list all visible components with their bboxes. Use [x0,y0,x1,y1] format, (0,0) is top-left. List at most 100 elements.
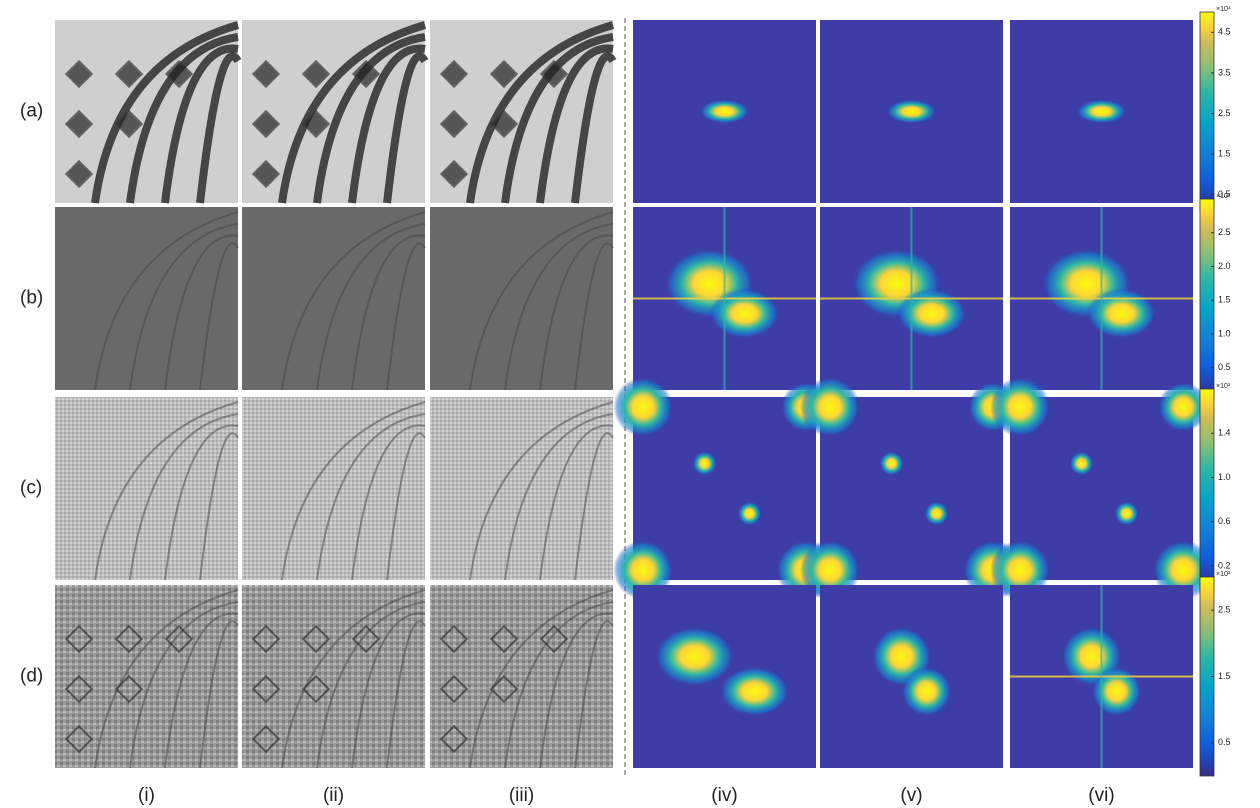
window [439,59,469,89]
colorbar-tick-label: 3.5 [1218,67,1231,77]
stripe [504,223,614,391]
window [251,59,281,89]
stripe [571,52,617,204]
stripe [281,401,426,581]
stripe [199,432,239,581]
colorbar-multiplier: ×10⁴ [1216,6,1231,13]
stripe [129,413,239,581]
window [64,724,94,754]
stripe [94,401,239,581]
image [55,397,238,580]
colorbar-tick-label: 2.5 [1218,108,1231,118]
stripe [281,589,426,769]
image-panel [430,397,614,581]
stripe [313,33,426,204]
window [251,724,281,754]
column-label: (i) [138,785,155,806]
stripe [501,33,614,204]
column-label: (iii) [509,785,534,806]
stripe [386,242,426,391]
row-label: (a) [20,101,43,122]
row-label: (d) [20,666,43,687]
spectrum-panel [1010,20,1193,203]
image-panel [55,397,239,581]
stripe [348,44,426,204]
image-panel [242,20,429,204]
stripe [91,21,240,204]
window [164,624,194,654]
image-panel [242,585,426,769]
blob [613,377,673,437]
spectrum-panel [633,207,816,390]
spectrum [633,585,816,768]
window [64,674,94,704]
image [430,585,613,768]
image [242,397,425,580]
spectrum-panel [633,20,816,203]
image-panel [242,397,426,581]
column-label: (iv) [711,785,737,806]
window [539,59,569,89]
blob [709,288,780,339]
image-panel [430,207,614,391]
stripe [351,424,426,581]
image-panel [430,20,617,204]
blob [800,377,860,437]
stripe [351,234,426,391]
stripe [574,242,614,391]
column-label: (vi) [1088,785,1114,806]
spectrum-panel [1010,207,1193,390]
stripe [386,432,426,581]
colorbar-multiplier: ×10³ [1216,383,1231,390]
blob [896,288,967,339]
window [114,674,144,704]
stripe [164,424,239,581]
colorbar-tick-label: 2.5 [1218,605,1231,615]
blob [1114,501,1139,526]
colorbar-tick-label: 1.0 [1218,472,1231,482]
window [64,624,94,654]
spectrum-panel [1010,585,1193,768]
stripe [386,620,426,769]
colorbar-tick-label: 0.5 [1218,737,1231,747]
stripe [383,52,429,204]
colorbar-tick-label: 4.5 [1218,27,1231,37]
window [351,59,381,89]
blob [699,99,750,124]
blob [719,666,790,717]
spectrum-panel [990,377,1213,600]
blob [737,501,762,526]
image-panel [430,585,614,769]
stripe [129,601,239,769]
blob [692,451,717,476]
stripe [539,612,614,769]
colorbar-tick-label: 1.0 [1218,328,1231,338]
image-panel [55,207,239,391]
stripe [574,620,614,769]
stripe [504,413,614,581]
colorbar-tick-label: 2.5 [1218,227,1231,237]
image [55,585,238,768]
image-panel [242,207,426,391]
image [430,397,613,580]
row-label: (c) [20,478,42,499]
stripe [351,612,426,769]
stripe [469,401,614,581]
stripe [164,234,239,391]
window [489,59,519,89]
stripe [278,21,427,204]
blob [924,501,949,526]
stripe [94,211,239,391]
blob [654,626,735,687]
spectrum-panel [633,585,816,768]
stripe [539,234,614,391]
column-label: (ii) [323,785,344,806]
colorbar-multiplier: ×10³ [1216,193,1231,200]
window [439,109,469,139]
stripe [466,21,615,204]
stripe [129,223,239,391]
blob [1091,666,1142,717]
window [114,109,144,139]
window [439,724,469,754]
